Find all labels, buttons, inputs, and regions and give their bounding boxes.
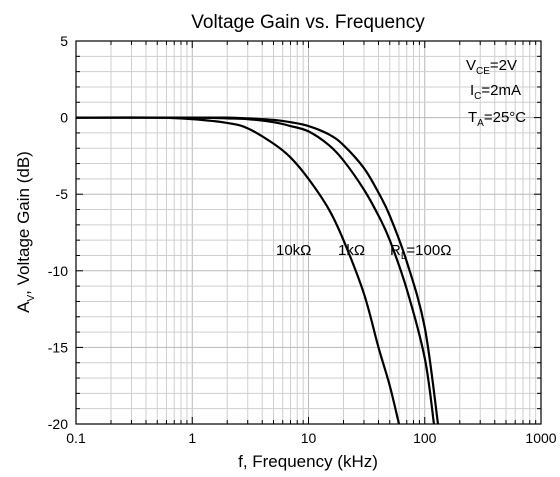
y-tick-label: -10 <box>48 263 68 279</box>
y-axis-label: AV, Voltage Gain (dB) <box>14 151 37 313</box>
chart-title: Voltage Gain vs. Frequency <box>191 12 425 33</box>
condition-vce: VCE=2V <box>466 57 517 77</box>
y-tick-label: -15 <box>48 339 68 355</box>
x-tick-labels: 0.1 1 10 100 1000 <box>66 430 557 446</box>
y-tick-label: 0 <box>60 110 68 126</box>
y-tick-label: -20 <box>48 416 68 432</box>
x-tick-label: 100 <box>413 430 437 446</box>
x-tick-label: 1000 <box>525 430 556 446</box>
curve-10k <box>75 116 401 425</box>
y-tick-label: 5 <box>60 33 68 49</box>
x-axis-label: f, Frequency (kHz) <box>238 452 378 471</box>
condition-ta: TA=25°C <box>468 109 526 129</box>
x-tick-label: 0.1 <box>66 430 86 446</box>
series-label-1k: 1kΩ <box>338 242 365 259</box>
y-tick-labels: 5 0 -5 -10 -15 -20 <box>48 33 68 432</box>
x-tick-label: 1 <box>188 430 196 446</box>
y-tick-label: -5 <box>56 186 69 202</box>
curves <box>75 116 440 425</box>
ticks <box>75 40 541 425</box>
series-label-100: RL=100Ω <box>390 242 451 262</box>
curve-100 <box>76 116 440 425</box>
grid <box>75 40 541 425</box>
x-tick-label: 10 <box>301 430 317 446</box>
series-label-10k: 10kΩ <box>276 242 311 259</box>
conditions-box: VCE=2V IC=2mA TA=25°C <box>466 57 526 129</box>
condition-ic: IC=2mA <box>470 82 521 102</box>
